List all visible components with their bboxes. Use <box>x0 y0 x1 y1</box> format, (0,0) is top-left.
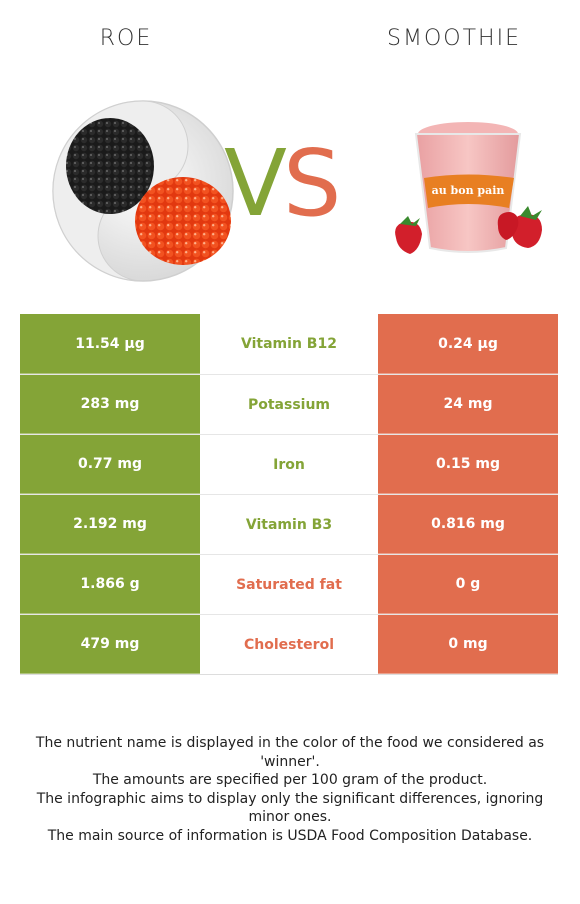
footer-line-winner: The nutrient name is displayed in the co… <box>35 735 545 770</box>
roe-value: 2.192 mg <box>20 495 200 554</box>
roe-image <box>52 100 234 282</box>
hero-images: VS au bon pain <box>0 90 580 290</box>
nutrient-name: Vitamin B3 <box>200 495 378 554</box>
roe-value: 0.77 mg <box>20 435 200 494</box>
smoothie-image: au bon pain <box>395 122 542 254</box>
comparison-table: 11.54 µg Vitamin B12 0.24 µg 283 mg Potassiu… <box>20 314 558 675</box>
svg-text:au bon pain: au bon pain <box>432 184 505 197</box>
vs-mark: VS <box>224 130 341 237</box>
footer-notes: The nutrient name is displayed in the co… <box>20 734 560 845</box>
smoothie-value: 0.24 µg <box>378 314 558 374</box>
footer-line-source: The main source of information is USDA F… <box>47 827 533 844</box>
table-row: 11.54 µg Vitamin B12 0.24 µg <box>20 314 558 374</box>
table-row: 0.77 mg Iron 0.15 mg <box>20 434 558 494</box>
table-row: 479 mg Cholesterol 0 mg <box>20 614 558 674</box>
footer-line-aims: The infographic aims to display only the… <box>36 790 544 826</box>
roe-value: 283 mg <box>20 375 200 434</box>
smoothie-value: 0 g <box>378 555 558 614</box>
table-row: 2.192 mg Vitamin B3 0.816 mg <box>20 494 558 554</box>
nutrient-name: Potassium <box>200 375 378 434</box>
footer-line-amounts: The amounts are specified per 100 gram o… <box>92 772 488 788</box>
nutrient-name: Cholesterol <box>200 615 378 674</box>
roe-value: 479 mg <box>20 615 200 674</box>
table-row: 283 mg Potassium 24 mg <box>20 374 558 434</box>
roe-value: 11.54 µg <box>20 314 200 374</box>
table-row: 1.866 g Saturated fat 0 g <box>20 554 558 614</box>
food-title-left: ROE <box>99 26 153 51</box>
nutrient-name: Saturated fat <box>200 555 378 614</box>
smoothie-value: 0.15 mg <box>378 435 558 494</box>
food-title-right: SMOOTHIE <box>387 26 521 51</box>
smoothie-value: 24 mg <box>378 375 558 434</box>
nutrient-name: Vitamin B12 <box>200 314 378 374</box>
roe-value: 1.866 g <box>20 555 200 614</box>
smoothie-value: 0 mg <box>378 615 558 674</box>
smoothie-value: 0.816 mg <box>378 495 558 554</box>
nutrient-name: Iron <box>200 435 378 494</box>
